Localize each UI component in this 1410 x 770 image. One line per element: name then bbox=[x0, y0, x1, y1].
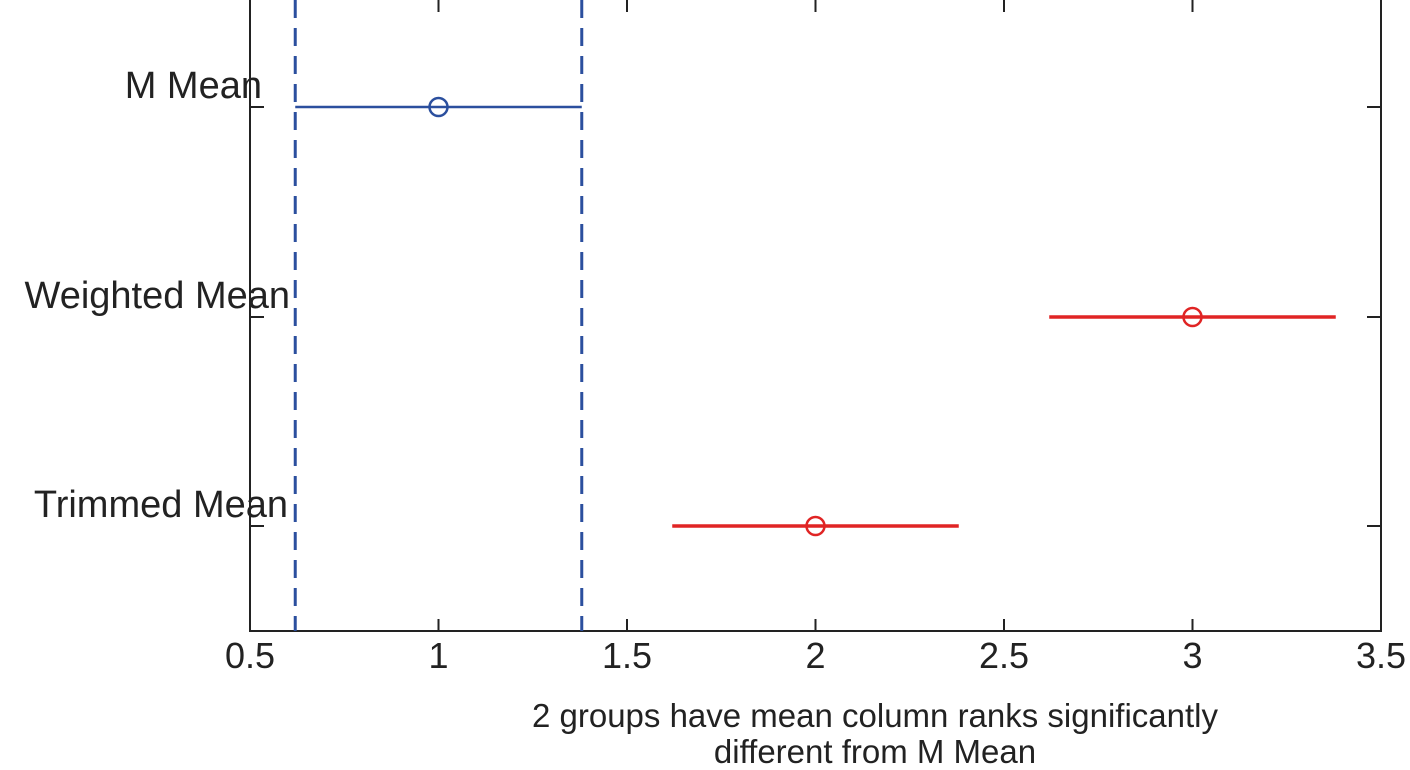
reference-lines bbox=[293, 0, 584, 631]
y-tick-label-2: Weighted Mean bbox=[24, 275, 290, 317]
x-tick-label-5: 2.5 bbox=[979, 635, 1029, 676]
mean-marker-2 bbox=[1182, 306, 1203, 328]
y-ticks bbox=[250, 106, 1381, 527]
x-ticks: 0.5 1 1.5 2 2.5 3 3.5 bbox=[225, 0, 1406, 676]
y-tick-label-3: Trimmed Mean bbox=[33, 484, 288, 526]
x-axis-label-line2: different from M Mean bbox=[713, 733, 1037, 770]
x-axis-label-line1: 2 groups have mean column ranks signific… bbox=[531, 697, 1219, 734]
x-tick-label-1: 0.5 bbox=[225, 635, 275, 676]
x-tick-label-3: 1.5 bbox=[602, 635, 652, 676]
x-axis-label: 2 groups have mean column ranks signific… bbox=[380, 698, 1370, 770]
x-tick-label-4: 2 bbox=[805, 635, 825, 676]
mean-marker-1 bbox=[428, 96, 449, 118]
mean-marker-3 bbox=[805, 515, 826, 537]
intervals bbox=[295, 96, 1336, 537]
x-tick-label-2: 1 bbox=[428, 635, 448, 676]
y-tick-label-1: M Mean bbox=[124, 65, 262, 107]
x-tick-label-6: 3 bbox=[1182, 635, 1202, 676]
x-tick-label-7: 3.5 bbox=[1356, 635, 1406, 676]
